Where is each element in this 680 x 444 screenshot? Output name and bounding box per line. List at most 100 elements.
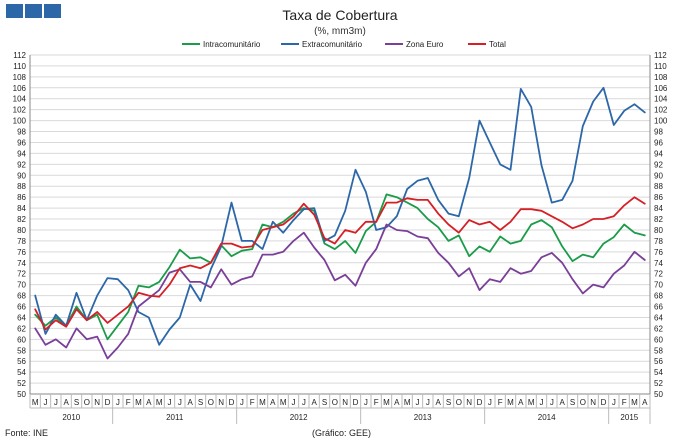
legend-label: Intracomunitário	[203, 40, 261, 49]
y-tick-label-right: 74	[654, 259, 663, 268]
y-tick-label-left: 98	[17, 128, 26, 137]
y-tick-label-right: 70	[654, 281, 663, 290]
y-tick-label-left: 66	[17, 303, 26, 312]
month-label: O	[84, 398, 90, 407]
month-label: M	[383, 398, 390, 407]
graphic-credit: (Gráfico: GEE)	[312, 428, 372, 438]
month-label: N	[590, 398, 596, 407]
month-label: J	[168, 398, 172, 407]
y-tick-label-right: 56	[654, 357, 663, 366]
y-tick-label-left: 86	[17, 193, 26, 202]
month-label: M	[156, 398, 163, 407]
y-tick-label-right: 90	[654, 171, 663, 180]
y-tick-label-left: 90	[17, 171, 26, 180]
y-tick-label-right: 82	[654, 215, 663, 224]
y-tick-label-right: 110	[654, 62, 667, 71]
month-label: O	[580, 398, 586, 407]
month-label: N	[218, 398, 224, 407]
y-tick-label-left: 84	[17, 204, 26, 213]
y-tick-label-right: 62	[654, 324, 663, 333]
month-label: S	[74, 398, 79, 407]
month-label: D	[105, 398, 111, 407]
y-tick-label-left: 108	[13, 73, 27, 82]
logo-block-2	[25, 4, 42, 18]
logo-block-1	[6, 4, 23, 18]
year-label: 2012	[290, 413, 308, 422]
y-tick-label-right: 78	[654, 237, 663, 246]
month-label: S	[322, 398, 327, 407]
y-tick-label-left: 92	[17, 160, 26, 169]
y-tick-label-left: 60	[17, 335, 26, 344]
y-tick-label-left: 72	[17, 270, 26, 279]
year-label: 2011	[166, 413, 184, 422]
month-label: J	[364, 398, 368, 407]
y-tick-label-left: 68	[17, 292, 26, 301]
month-label: A	[435, 398, 441, 407]
source-note: Fonte: INE	[5, 428, 49, 438]
y-tick-label-left: 102	[13, 106, 27, 115]
month-label: S	[446, 398, 451, 407]
y-tick-label-right: 100	[654, 117, 668, 126]
y-tick-label-left: 82	[17, 215, 26, 224]
month-label: D	[601, 398, 607, 407]
month-label: J	[426, 398, 430, 407]
y-tick-label-right: 68	[654, 292, 663, 301]
y-tick-label-left: 110	[13, 62, 26, 71]
month-label: D	[229, 398, 235, 407]
month-label: A	[270, 398, 276, 407]
y-tick-label-left: 52	[17, 379, 26, 388]
y-tick-label-left: 104	[13, 95, 27, 104]
month-label: M	[631, 398, 638, 407]
logo-block-3	[44, 4, 61, 18]
y-tick-label-left: 64	[17, 313, 26, 322]
month-label: J	[416, 398, 420, 407]
month-label: M	[507, 398, 514, 407]
month-label: A	[146, 398, 152, 407]
month-label: J	[116, 398, 120, 407]
year-label: 2014	[538, 413, 556, 422]
y-tick-label-right: 98	[654, 128, 663, 137]
y-tick-label-right: 60	[654, 335, 663, 344]
y-tick-label-right: 86	[654, 193, 663, 202]
y-tick-label-right: 58	[654, 346, 663, 355]
month-label: A	[559, 398, 565, 407]
y-tick-label-left: 106	[13, 84, 27, 93]
y-tick-label-left: 78	[17, 237, 26, 246]
month-label: F	[498, 398, 503, 407]
month-label: M	[259, 398, 266, 407]
month-label: M	[404, 398, 411, 407]
month-label: J	[540, 398, 544, 407]
month-label: M	[32, 398, 39, 407]
series-line	[34, 223, 646, 360]
month-label: F	[250, 398, 255, 407]
month-label: D	[477, 398, 483, 407]
y-tick-label-right: 106	[654, 84, 668, 93]
month-label: A	[187, 398, 193, 407]
y-tick-label-right: 92	[654, 160, 663, 169]
month-label: A	[518, 398, 524, 407]
chart-title: Taxa de Cobertura	[282, 7, 398, 23]
series-line	[34, 196, 646, 331]
y-tick-label-left: 50	[17, 390, 26, 399]
chart-subtitle: (%, mm3m)	[314, 26, 366, 37]
legend-label: Extracomunitário	[302, 40, 363, 49]
y-tick-label-left: 76	[17, 248, 26, 257]
month-label: D	[353, 398, 359, 407]
y-tick-label-right: 84	[654, 204, 663, 213]
month-label: J	[612, 398, 616, 407]
series-line	[34, 86, 646, 346]
month-label: J	[54, 398, 58, 407]
month-label: A	[63, 398, 69, 407]
y-tick-label-right: 102	[654, 106, 668, 115]
month-label: J	[292, 398, 296, 407]
month-label: J	[44, 398, 48, 407]
legend-label: Zona Euro	[406, 40, 444, 49]
y-tick-label-left: 96	[17, 138, 26, 147]
y-tick-label-left: 100	[13, 117, 27, 126]
month-label: S	[570, 398, 575, 407]
y-tick-label-left: 94	[17, 149, 26, 158]
y-tick-label-left: 54	[17, 368, 26, 377]
y-tick-label-right: 66	[654, 303, 663, 312]
month-label: A	[642, 398, 648, 407]
